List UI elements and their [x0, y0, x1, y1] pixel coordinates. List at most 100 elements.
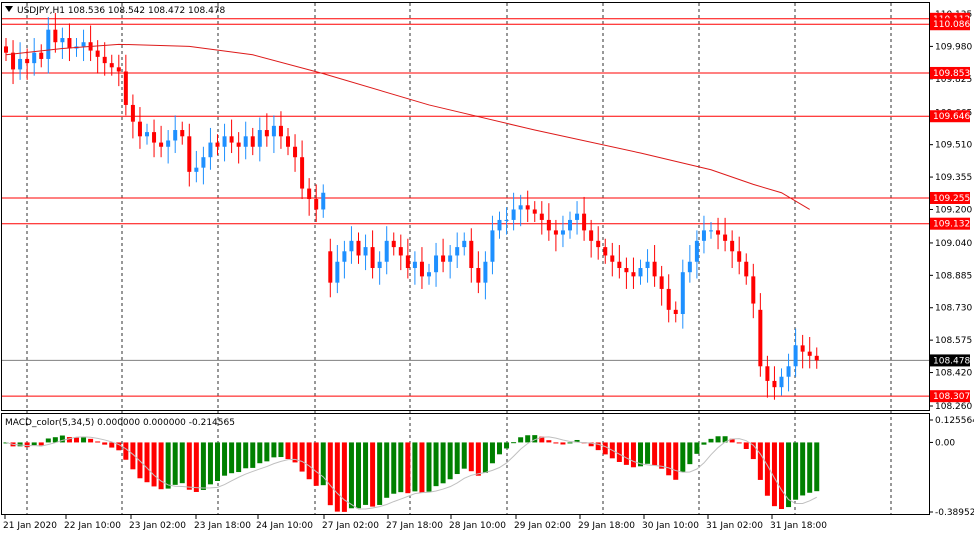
macd-bar: [779, 442, 784, 510]
macd-bar: [398, 442, 404, 493]
macd-bar: [666, 442, 672, 476]
time-tick-label: 24 Jan 10:00: [256, 521, 313, 531]
candle-body: [60, 38, 65, 43]
candle-body: [603, 247, 608, 256]
macd-bar: [377, 442, 383, 505]
level-label-bg: [930, 191, 970, 204]
macd-bar: [200, 442, 206, 490]
candle-body: [490, 230, 495, 262]
price-tick-label: 109.825: [935, 75, 972, 85]
time-tick-label: 21 Jan 2020: [3, 521, 57, 531]
macd-bar: [52, 437, 58, 443]
macd-bar: [81, 437, 87, 443]
candle-body: [779, 376, 784, 388]
time-tick-label: 30 Jan 10:00: [642, 521, 699, 531]
level-label: 109.646: [933, 112, 970, 122]
candle-body: [483, 261, 488, 283]
candle-body: [321, 192, 326, 210]
macd-bar: [313, 442, 319, 486]
macd-bar: [440, 442, 446, 484]
macd-bar: [511, 442, 517, 444]
candle-body: [673, 309, 678, 315]
candle-body: [701, 230, 706, 241]
candle-body: [201, 157, 206, 168]
macd-bar: [447, 442, 453, 480]
candle-body: [391, 240, 396, 248]
macd-bar: [814, 442, 820, 492]
macd-bar: [694, 442, 700, 454]
time-tick-label: 29 Jan 18:00: [578, 521, 635, 531]
candle-body: [4, 46, 8, 53]
time-tick-label: 23 Jan 18:00: [194, 521, 251, 531]
macd-bar: [729, 438, 735, 443]
candle-body: [271, 125, 276, 137]
macd-panel[interactable]: [1, 413, 930, 515]
candle-body: [187, 136, 192, 172]
symbol-dropdown-icon[interactable]: [5, 6, 13, 12]
candle-body: [518, 205, 523, 210]
macd-bar: [546, 440, 552, 443]
macd-bar: [348, 442, 354, 509]
macd-bar: [673, 442, 679, 480]
macd-bar: [412, 442, 418, 492]
macd-bar: [567, 442, 573, 444]
macd-bar: [504, 442, 510, 449]
candle-body: [709, 230, 713, 232]
candle-body: [32, 52, 37, 64]
time-tick-label: 28 Jan 10:00: [449, 521, 506, 531]
candle-body: [525, 205, 530, 210]
macd-bar: [786, 442, 792, 508]
candle-body: [159, 142, 164, 147]
macd-bar: [454, 442, 460, 475]
candle-body: [448, 255, 453, 262]
candle-body: [123, 71, 128, 105]
macd-bar: [95, 441, 101, 443]
candle-body: [744, 261, 749, 277]
candle-body: [229, 136, 234, 143]
candle-body: [617, 261, 622, 269]
candle-body: [455, 247, 460, 256]
macd-bar: [807, 442, 813, 493]
macd-bar: [560, 442, 566, 445]
price-panel[interactable]: [1, 2, 930, 411]
macd-bar: [264, 442, 270, 462]
macd-bar: [236, 442, 242, 473]
candle-body: [370, 247, 375, 269]
macd-bar: [701, 442, 707, 445]
candle-body: [652, 261, 657, 277]
candle-body: [553, 230, 558, 235]
macd-bar: [468, 442, 474, 472]
candle-body: [582, 213, 587, 231]
candle-body: [53, 29, 58, 43]
candle-body: [264, 130, 269, 137]
candle-body: [476, 268, 481, 283]
candle-body: [18, 58, 23, 70]
macd-tick-label: -0.389525: [935, 508, 974, 518]
candlestick-series: [4, 12, 819, 400]
candle-body: [793, 345, 798, 367]
macd-bar: [109, 442, 115, 448]
price-tick-label: 109.040: [935, 239, 972, 249]
macd-bar: [292, 442, 298, 463]
macd-bar: [24, 442, 30, 448]
macd-bar: [179, 442, 185, 484]
macd-bar: [539, 436, 545, 443]
candle-body: [575, 213, 580, 220]
candle-body: [800, 345, 805, 352]
macd-bar: [482, 442, 488, 473]
macd-bar: [306, 442, 312, 480]
candle-body: [307, 188, 312, 200]
candle-body: [222, 136, 227, 147]
candle-body: [758, 309, 763, 367]
candle-body: [532, 209, 537, 214]
candle-body: [469, 240, 474, 269]
candle-body: [286, 136, 290, 147]
macd-bar: [764, 442, 770, 496]
macd-bar: [800, 442, 806, 496]
macd-bar: [384, 442, 390, 498]
candle-body: [624, 268, 629, 273]
candle-body: [659, 276, 664, 289]
candle-body: [539, 213, 544, 220]
candle-body: [814, 355, 819, 361]
macd-bar: [172, 442, 178, 485]
